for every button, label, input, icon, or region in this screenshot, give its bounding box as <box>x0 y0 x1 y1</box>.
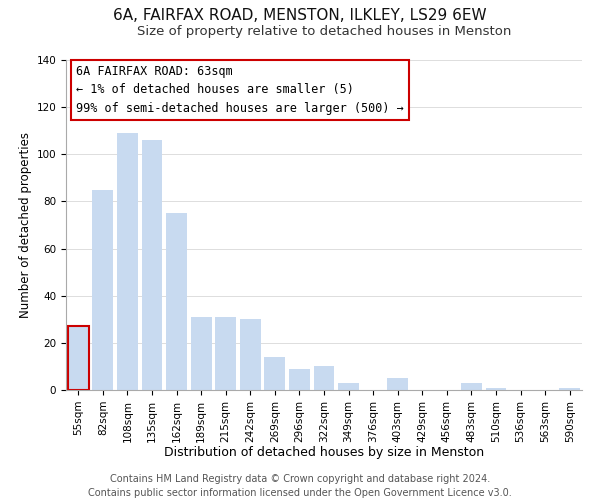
Bar <box>92 190 113 390</box>
Title: Size of property relative to detached houses in Menston: Size of property relative to detached ho… <box>137 25 511 38</box>
Bar <box>265 357 286 390</box>
Bar <box>461 383 482 390</box>
Bar <box>191 317 212 390</box>
Text: 6A FAIRFAX ROAD: 63sqm
← 1% of detached houses are smaller (5)
99% of semi-detac: 6A FAIRFAX ROAD: 63sqm ← 1% of detached … <box>76 65 404 115</box>
Bar <box>314 366 334 390</box>
Bar <box>289 369 310 390</box>
Y-axis label: Number of detached properties: Number of detached properties <box>19 132 32 318</box>
Bar <box>338 383 359 390</box>
Bar <box>240 320 261 390</box>
Bar <box>485 388 506 390</box>
Bar <box>387 378 408 390</box>
Bar <box>559 388 580 390</box>
Bar <box>215 317 236 390</box>
Bar <box>142 140 163 390</box>
Text: 6A, FAIRFAX ROAD, MENSTON, ILKLEY, LS29 6EW: 6A, FAIRFAX ROAD, MENSTON, ILKLEY, LS29 … <box>113 8 487 22</box>
Text: Contains HM Land Registry data © Crown copyright and database right 2024.
Contai: Contains HM Land Registry data © Crown c… <box>88 474 512 498</box>
Bar <box>117 133 138 390</box>
X-axis label: Distribution of detached houses by size in Menston: Distribution of detached houses by size … <box>164 446 484 459</box>
Bar <box>68 326 89 390</box>
Bar <box>166 213 187 390</box>
